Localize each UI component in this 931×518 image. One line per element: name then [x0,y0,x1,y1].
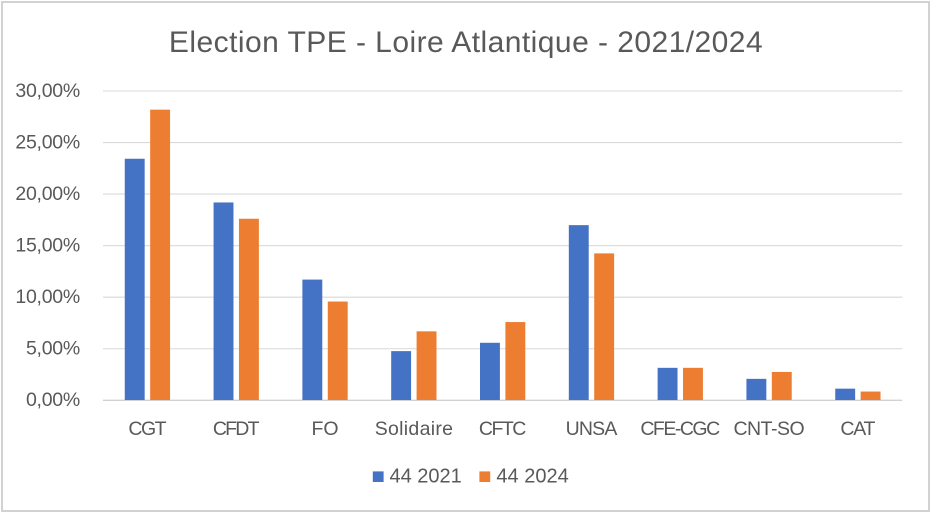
svg-text:25,00%: 25,00% [15,131,80,153]
svg-text:UNSA: UNSA [566,418,618,440]
svg-text:CFE-CGC: CFE-CGC [640,418,720,440]
svg-text:CAT: CAT [840,418,875,440]
svg-text:CGT: CGT [128,418,166,440]
svg-text:0,00%: 0,00% [26,389,80,411]
svg-text:20,00%: 20,00% [15,183,80,205]
svg-text:44 2024: 44 2024 [496,466,568,488]
svg-text:15,00%: 15,00% [15,235,80,257]
svg-text:CFDT: CFDT [213,418,260,440]
svg-text:10,00%: 10,00% [15,286,80,308]
svg-text:30,00%: 30,00% [15,80,80,102]
svg-text:Solidaire: Solidaire [375,418,454,440]
svg-text:5,00%: 5,00% [26,338,80,360]
svg-text:CFTC: CFTC [479,418,526,440]
svg-text:Election TPE - Loire Atlantiqu: Election TPE - Loire Atlantique - 2021/2… [169,26,763,59]
svg-text:44 2021: 44 2021 [390,466,462,488]
svg-text:FO: FO [311,418,338,440]
svg-text:CNT-SO: CNT-SO [733,418,804,440]
